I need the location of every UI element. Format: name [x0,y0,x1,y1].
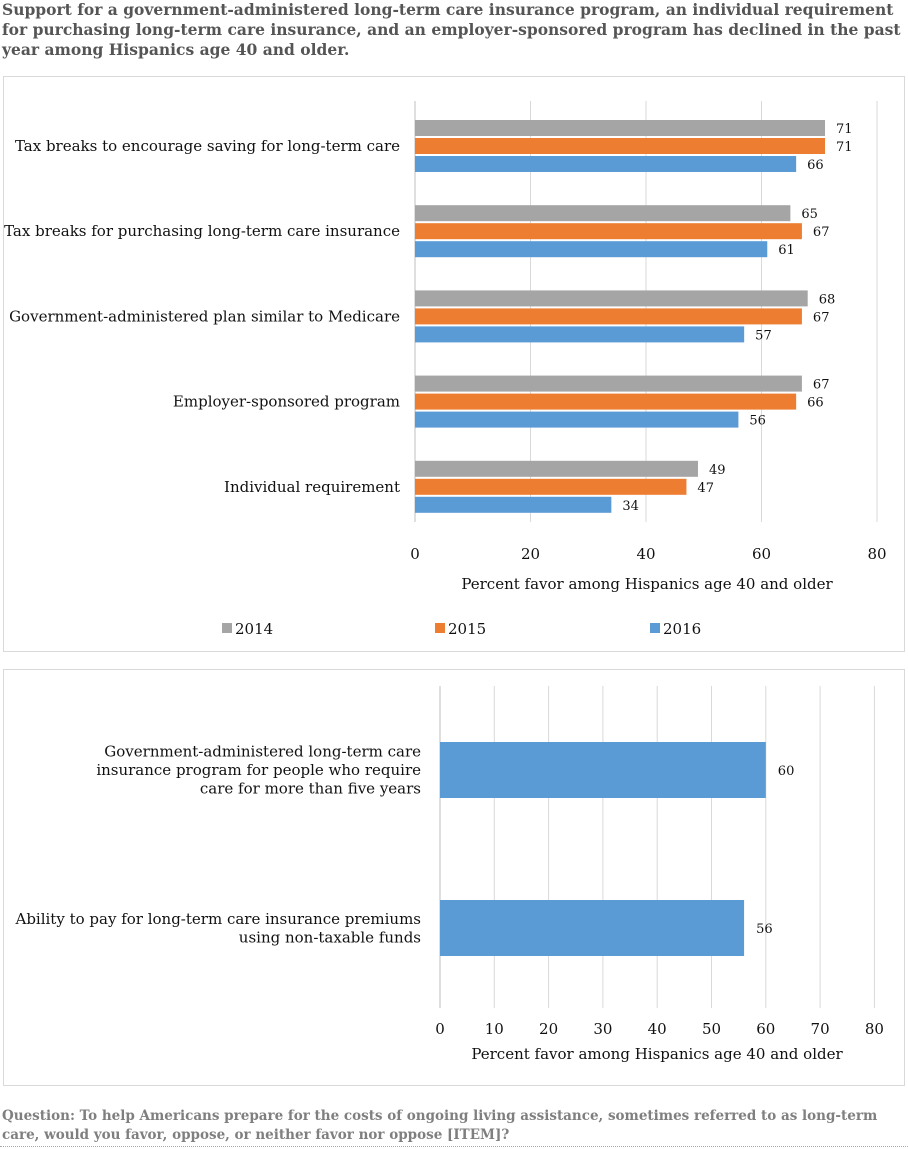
bar-2014 [415,290,808,307]
x-tick-label: 80 [867,545,886,563]
x-tick-label: 20 [521,545,540,563]
legend-label: 2014 [235,620,273,638]
bar-2015 [415,393,797,410]
data-label: 71 [836,140,853,155]
x-tick-label: 70 [811,1020,830,1038]
bar-2016 [415,326,745,343]
x-tick-label: 0 [435,1020,445,1038]
bar-chart-by-year: 0 20 40 60 80 Tax breaks to encourage saving … [4,101,887,638]
bar-2016 [415,411,739,428]
legend-swatch-2016 [650,623,660,633]
bar-2014 [415,205,791,222]
data-label: 71 [836,122,853,137]
data-label: 65 [801,207,818,222]
x-axis-title: Percent favor among Hispanics age 40 and… [461,575,833,593]
x-tick-label: 80 [865,1020,884,1038]
x-tick-label: 60 [752,545,771,563]
data-label: 60 [778,764,795,779]
data-label: 56 [756,922,773,937]
legend-swatch-2014 [222,623,232,633]
x-tick-label: 40 [648,1020,667,1038]
legend-label: 2016 [663,620,701,638]
category-label: Government-administered plan similar to … [9,307,400,325]
x-tick-label: 10 [485,1020,504,1038]
bar-2016 [415,496,612,513]
bar-2015 [415,478,687,495]
bottom-divider [0,1146,908,1147]
legend-swatch-2015 [435,623,445,633]
category-label-line: Government-administered long-term care [104,743,421,761]
bar-2015 [415,138,826,154]
data-label: 66 [807,396,824,411]
bar-2014 [415,460,698,477]
category-label: Individual requirement [224,478,400,496]
question-footnote: Question: To help Americans prepare for … [2,1108,878,1143]
data-label: 47 [697,481,714,496]
category-label: Employer-sponsored program [173,393,400,411]
data-label: 57 [755,328,772,343]
category-label-line: insurance program for people who require [96,761,421,779]
category-label-line: Ability to pay for long-term care insura… [14,910,421,928]
bar [440,742,766,798]
data-label: 34 [622,499,639,514]
data-label: 67 [813,225,830,240]
x-tick-label: 0 [410,545,420,563]
data-label: 49 [709,463,726,478]
x-tick-label: 20 [539,1020,558,1038]
bar-chart-2016-items: 0 10 20 30 40 50 60 70 80 60 Government-administer… [14,686,884,1063]
data-label: 67 [813,310,830,325]
bar-2016 [415,241,768,258]
bar [440,900,745,956]
legend-label: 2015 [448,620,486,638]
x-tick-label: 50 [702,1020,721,1038]
bar-2015 [415,223,802,240]
x-tick-label: 30 [593,1020,612,1038]
chart-title: Support for a government-administered lo… [2,0,901,59]
bar-2015 [415,308,802,325]
x-axis-title: Percent favor among Hispanics age 40 and… [471,1045,843,1063]
chart-panel-top: 0 20 40 60 80 Tax breaks to encourage saving … [3,76,905,652]
data-label: 68 [819,292,836,307]
x-tick-label: 40 [636,545,655,563]
bar-2014 [415,375,802,392]
category-label: Tax breaks to encourage saving for long-… [15,137,400,155]
x-tick-label: 60 [756,1020,775,1038]
category-label-line: using non-taxable funds [239,928,421,946]
data-label: 67 [813,378,830,393]
category-label-line: care for more than five years [200,780,421,798]
data-label: 66 [807,158,824,173]
data-label: 56 [749,414,766,429]
bar-2014 [415,120,826,136]
category-label: Tax breaks for purchasing long-term care… [4,222,400,240]
chart-panel-bottom: 0 10 20 30 40 50 60 70 80 60 Government-administer… [3,669,905,1086]
bar-2016 [415,156,797,172]
data-label: 61 [778,243,795,258]
